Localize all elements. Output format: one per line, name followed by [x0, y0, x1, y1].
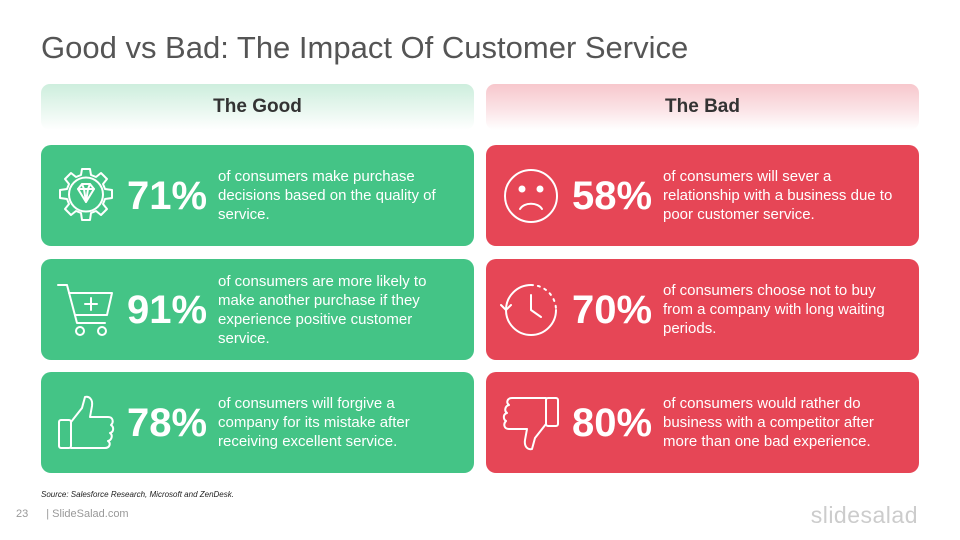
stat-percent: 58% — [572, 174, 653, 218]
stat-percent: 91% — [127, 288, 208, 332]
stat-description: of consumers will sever a relationship w… — [663, 168, 893, 223]
bad-stat-card: 58% of consumers will sever a relationsh… — [486, 145, 919, 246]
thumbs-up-icon — [55, 392, 117, 454]
shopping-cart-icon — [55, 279, 117, 341]
page-title: Good vs Bad: The Impact Of Customer Serv… — [41, 30, 689, 65]
thumbs-down-icon — [500, 392, 562, 454]
footer: 23 | SlideSalad.com — [16, 508, 129, 520]
bad-stat-card: 70% of consumers choose not to buy from … — [486, 259, 919, 360]
good-stat-card: 78% of consumers will forgive a company … — [41, 372, 474, 473]
bad-stat-card: 80% of consumers would rather do busines… — [486, 372, 919, 473]
stat-description: of consumers are more likely to make ano… — [218, 272, 427, 347]
good-header-label: The Good — [213, 96, 302, 117]
stat-description: of consumers will forgive a company for … — [218, 395, 410, 450]
stat-percent: 78% — [127, 401, 208, 445]
bad-header-label: The Bad — [665, 96, 740, 117]
clock-icon — [500, 279, 562, 341]
good-stat-card: 71% of consumers make purchase decisions… — [41, 145, 474, 246]
brand-logo: slidesalad — [810, 502, 918, 528]
stat-description: of consumers would rather do business wi… — [663, 395, 874, 450]
stat-percent: 70% — [572, 288, 653, 332]
good-stat-card: 91% of consumers are more likely to make… — [41, 259, 474, 360]
bad-column-header: The Bad — [486, 84, 919, 130]
stat-description: of consumers make purchase decisions bas… — [218, 168, 436, 223]
gear-diamond-icon — [55, 165, 117, 227]
footer-site-link[interactable]: | SlideSalad.com — [46, 508, 129, 520]
stat-percent: 80% — [572, 401, 653, 445]
sad-face-icon — [500, 165, 562, 227]
page-number: 23 — [16, 508, 29, 520]
stat-percent: 71% — [127, 174, 208, 218]
stat-description: of consumers choose not to buy from a co… — [663, 282, 885, 337]
source-note: Source: Salesforce Research, Microsoft a… — [41, 490, 234, 499]
good-column-header: The Good — [41, 84, 474, 130]
